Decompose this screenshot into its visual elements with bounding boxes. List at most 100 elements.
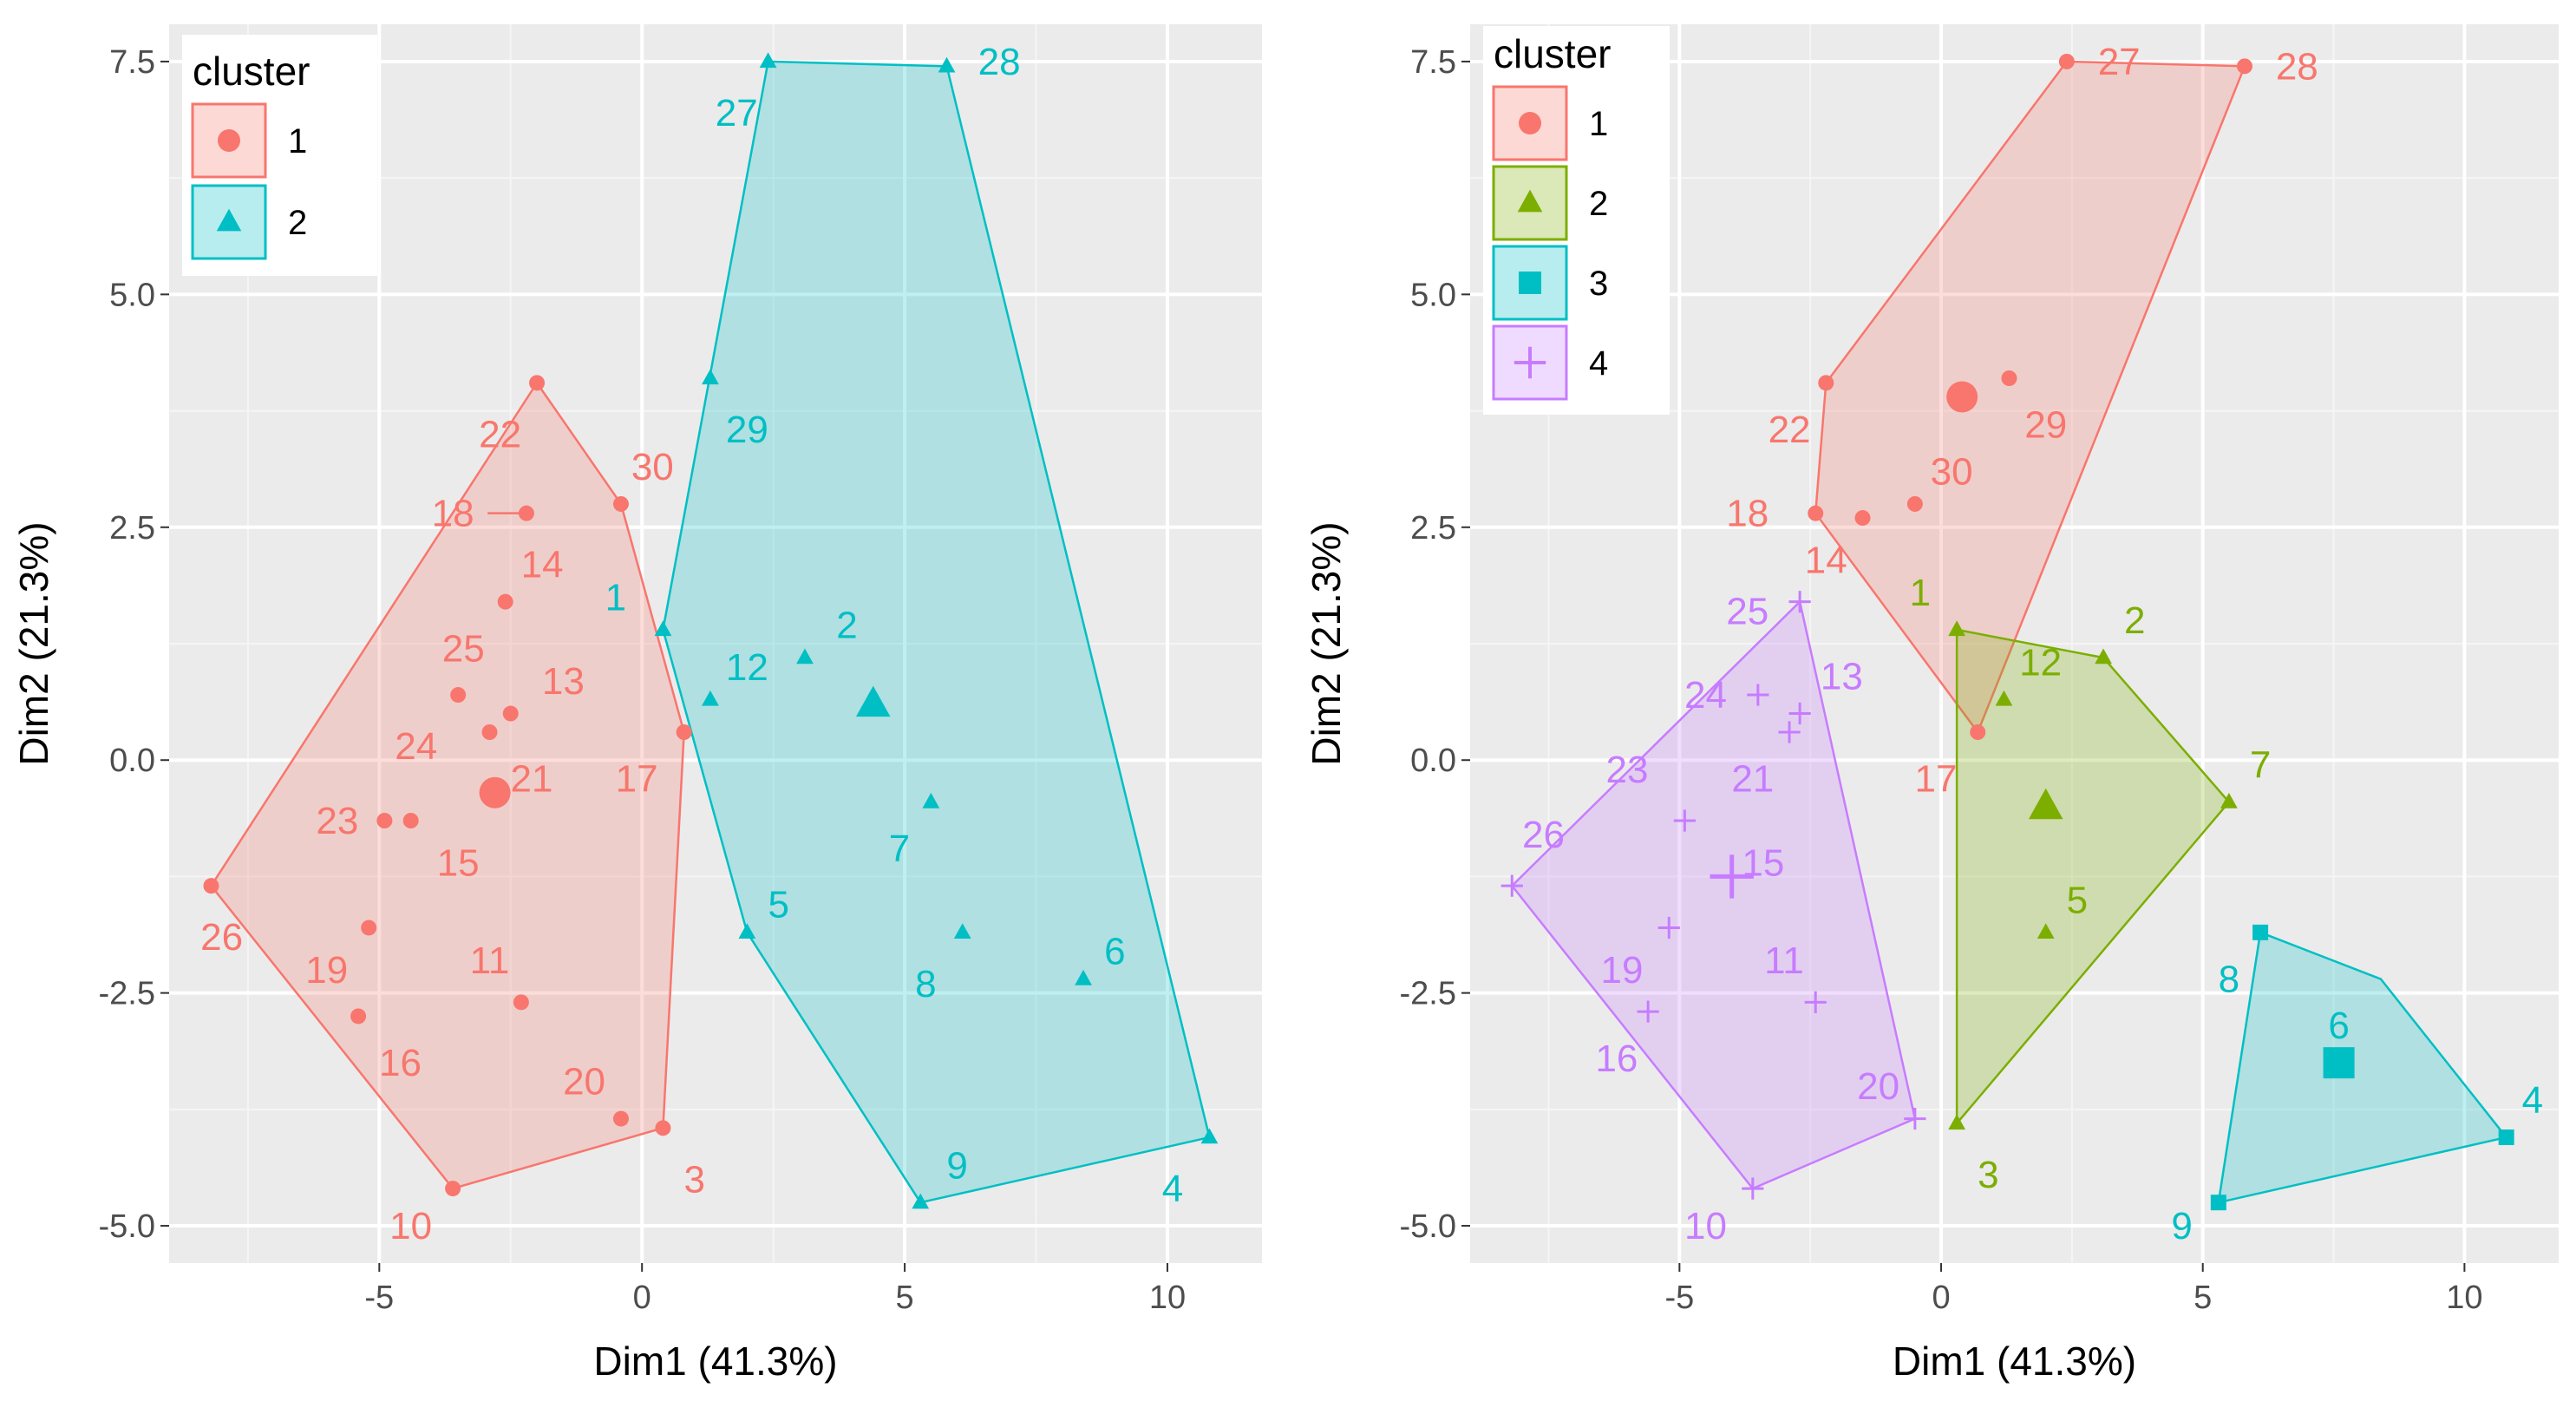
point-8-label: 8 (2219, 959, 2239, 1001)
point-21-label: 21 (1731, 758, 1774, 801)
legend-label-1: 1 (288, 122, 307, 160)
point-19-label: 19 (1600, 949, 1643, 992)
point-16-label: 16 (1595, 1038, 1638, 1080)
x-axis-title: Dim1 (41.3%) (593, 1339, 837, 1384)
y-tick-label: 0.0 (1410, 743, 1456, 779)
point-10-marker (1742, 1177, 1764, 1200)
point-1-marker (654, 620, 672, 637)
legend-background (182, 35, 377, 276)
x-tick-label: -5 (1664, 1280, 1694, 1316)
point-23-marker (1673, 809, 1696, 832)
point-4-label: 4 (1162, 1168, 1183, 1210)
y-tick-label: 7.5 (1410, 44, 1456, 81)
legend-label-3: 3 (1589, 265, 1608, 303)
y-tick-label: 7.5 (109, 44, 155, 81)
point-2-label: 2 (836, 605, 857, 647)
legend-cross-icon (1514, 346, 1546, 379)
point-23-label: 23 (1606, 749, 1649, 791)
point-24-marker (1747, 684, 1769, 706)
point-29-label: 29 (2024, 404, 2067, 447)
point-3-marker (1948, 1114, 1966, 1130)
point-16-marker (1637, 1000, 1659, 1023)
point-2-label: 2 (2124, 599, 2145, 642)
point-19-label: 19 (305, 949, 348, 992)
legend-triangle-icon (216, 208, 242, 232)
point-17-label: 17 (616, 758, 658, 801)
point-9-label: 9 (946, 1144, 967, 1187)
legend: cluster 1 2 (182, 35, 377, 276)
point-11-marker (1804, 991, 1827, 1013)
point-14-label: 14 (1805, 539, 1847, 581)
point-14-label: 14 (521, 544, 564, 586)
cluster-2-centroid (855, 685, 891, 717)
point-13-marker (1788, 702, 1811, 725)
point-10-label: 10 (389, 1205, 432, 1247)
point-26-label: 26 (1522, 814, 1565, 856)
legend-label-4: 4 (1589, 344, 1608, 383)
point-7-label: 7 (889, 828, 910, 870)
cluster-1-centroid (1946, 381, 1978, 413)
point-14-marker (497, 593, 513, 610)
point-23-marker (376, 813, 393, 828)
point-5-label: 5 (2067, 879, 2088, 921)
point-4-marker (1200, 1128, 1219, 1144)
legend-triangle-icon (1517, 189, 1543, 213)
point-6-label: 6 (1104, 930, 1125, 972)
point-5-marker (738, 923, 756, 939)
point-26-label: 26 (200, 916, 243, 959)
cluster-3-centroid (2323, 1047, 2355, 1079)
point-24-label: 24 (1684, 674, 1727, 717)
point-18-label: 18 (1726, 493, 1769, 535)
legend-background (1483, 26, 1670, 415)
point-5-label: 5 (768, 884, 788, 926)
point-27-label: 27 (2098, 41, 2141, 83)
y-tick-label: 5.0 (109, 277, 155, 313)
point-15-marker (402, 813, 419, 828)
point-10-marker (445, 1181, 461, 1197)
point-3-label: 3 (684, 1158, 705, 1201)
point-5-marker (2037, 923, 2055, 939)
y-tick-label: 5.0 (1410, 277, 1456, 313)
point-6-label: 6 (2328, 1005, 2349, 1047)
point-29-marker (702, 369, 719, 385)
cluster-1-hull (1814, 60, 2246, 734)
y-tick-label: -2.5 (99, 976, 155, 1012)
cluster-1-centroid (479, 776, 511, 808)
legend-title: cluster (193, 49, 310, 94)
point-8-marker (953, 923, 971, 939)
legend: cluster 1 2 3 4 (1483, 26, 1670, 415)
point-19-marker (1657, 916, 1680, 939)
point-4-marker (2498, 1129, 2514, 1146)
point-2-marker (2095, 648, 2112, 664)
point-25-marker (1788, 591, 1811, 613)
point-25-marker (450, 687, 467, 704)
y-tick-label: -5.0 (99, 1208, 155, 1245)
point-12-label: 12 (726, 646, 768, 689)
cluster-4-centroid (1710, 854, 1754, 899)
point-13-label: 13 (1821, 656, 1863, 698)
x-tick-label: 10 (2446, 1280, 2482, 1316)
point-1-label: 1 (605, 576, 626, 619)
point-15-label: 15 (437, 841, 480, 884)
point-27-marker (759, 52, 777, 69)
point-16-marker (350, 1008, 367, 1024)
legend-label-2: 2 (1589, 185, 1608, 223)
point-6-marker (1075, 969, 1092, 985)
point-1-label: 1 (1910, 572, 1931, 614)
y-tick-label: -2.5 (1400, 976, 1456, 1012)
point-20-marker (612, 1110, 629, 1127)
point-13-marker (502, 705, 519, 722)
point-22-label: 22 (1769, 409, 1811, 451)
cluster-2-centroid (2028, 788, 2063, 820)
point-27-marker (2058, 53, 2075, 69)
point-22-label: 22 (479, 413, 521, 455)
point-30-marker (1906, 495, 1923, 512)
point-26-marker (1500, 874, 1523, 897)
y-tick-label: 0.0 (109, 743, 155, 779)
legend-title: cluster (1494, 31, 1611, 76)
legend-key-2 (191, 184, 267, 260)
point-10-label: 10 (1684, 1205, 1727, 1247)
point-29-marker (2001, 370, 2017, 386)
point-28-marker (2236, 58, 2252, 75)
